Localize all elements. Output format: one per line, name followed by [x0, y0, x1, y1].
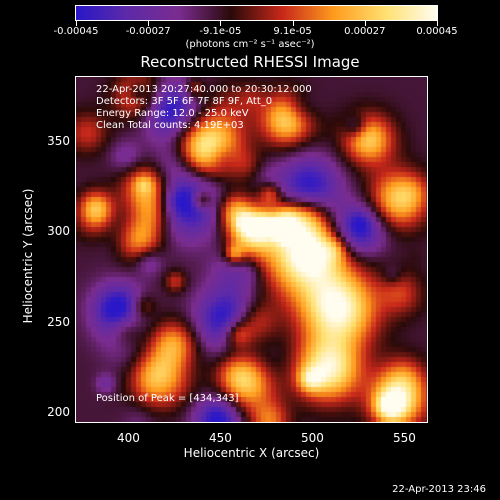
x-axis-title: Heliocentric X (arcsec) — [183, 446, 320, 460]
energy-range-label: Energy Range: 12.0 - 25.0 keV — [96, 108, 249, 119]
colorbar-tick — [292, 21, 294, 26]
colorbar-tick-label: 0.00027 — [344, 26, 386, 37]
colorbar-tick-label: -0.00045 — [53, 26, 99, 37]
y-tick-label: 350 — [47, 134, 70, 148]
colorbar-tick-label: -9.1e-05 — [199, 26, 242, 37]
colorbar-tick — [437, 21, 438, 26]
time-range-label: 22-Apr-2013 20:27:40.000 to 20:30:12.000 — [96, 84, 312, 95]
x-tick-label: 450 — [209, 431, 232, 445]
colorbar — [75, 5, 438, 21]
colorbar-tick-label: 9.1e-05 — [273, 26, 312, 37]
y-tick-label: 200 — [47, 405, 70, 419]
y-axis-title: Heliocentric Y (arcsec) — [21, 188, 35, 324]
detectors-label: Detectors: 3F 5F 6F 7F 8F 9F, Att_0 — [96, 96, 273, 107]
peak-position-label: Position of Peak = [434,343] — [96, 393, 239, 404]
colorbar-tick — [220, 21, 222, 26]
y-tick-label: 250 — [47, 315, 70, 329]
image-plot: 22-Apr-2013 20:27:40.000 to 20:30:12.000… — [75, 76, 428, 423]
clean-counts-label: Clean Total counts: 4.19E+03 — [96, 120, 244, 131]
rhessi-heatmap — [76, 77, 427, 422]
colorbar-tick — [76, 21, 77, 26]
x-tick-label: 550 — [393, 431, 416, 445]
colorbar-tick-label: 0.00045 — [416, 26, 458, 37]
colorbar-tick — [148, 21, 150, 26]
plot-title: Reconstructed RHESSI Image — [140, 53, 360, 71]
x-tick-label: 500 — [301, 431, 324, 445]
y-tick-label: 300 — [47, 224, 70, 238]
colorbar-tick — [364, 21, 366, 26]
colorbar-tick-label: -0.00027 — [125, 26, 171, 37]
colorbar-units: (photons cm⁻² s⁻¹ asec⁻²) — [185, 39, 315, 50]
plot-timestamp: 22-Apr-2013 23:46 — [392, 484, 486, 495]
x-tick-label: 400 — [117, 431, 140, 445]
